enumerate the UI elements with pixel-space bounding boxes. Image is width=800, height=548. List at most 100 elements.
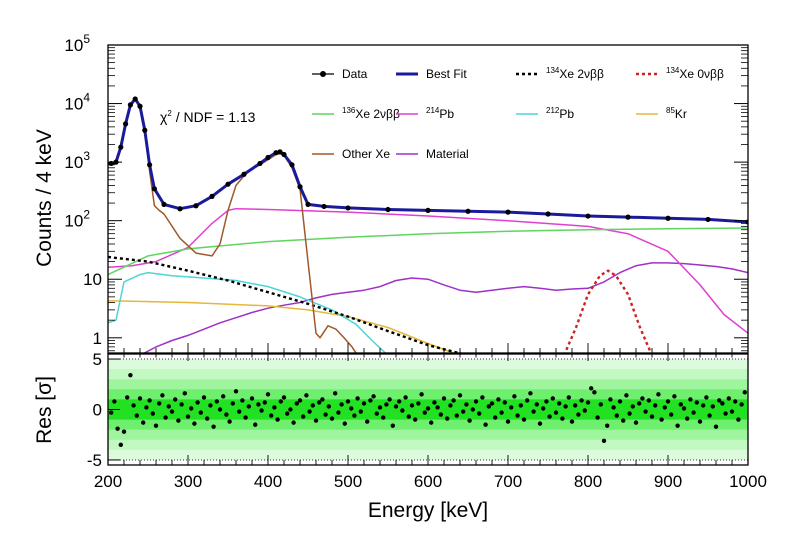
residual-point (160, 393, 165, 398)
residual-point (313, 418, 319, 423)
residual-point (390, 423, 395, 428)
residual-point (387, 397, 392, 402)
residual-point (201, 395, 207, 400)
residual-point (707, 413, 712, 418)
residual-point (349, 406, 354, 411)
residual-point (227, 419, 232, 424)
residual-point (704, 395, 709, 400)
residual-point (217, 407, 223, 412)
legend-item-214-pb: 214Pb (396, 106, 454, 121)
legend-label: 212Pb (546, 106, 574, 121)
residual-point (528, 391, 533, 396)
data-point (151, 186, 157, 192)
series-134xe-2-line (108, 255, 464, 353)
y-tick-label: 104 (64, 91, 90, 114)
data-point (257, 160, 263, 167)
data-point (118, 144, 124, 150)
residual-point (534, 402, 539, 407)
residual-point (537, 421, 543, 426)
residual-point (512, 394, 517, 399)
legend-label: Material (426, 147, 469, 161)
legend-item-85-kr: 85Kr (636, 106, 687, 121)
residual-point (400, 408, 405, 413)
series-136xe-2-line (108, 227, 748, 276)
residual-point (653, 403, 658, 408)
residual-point (339, 402, 344, 407)
residual-point (457, 393, 463, 398)
residual-point (585, 400, 591, 405)
residual-point (281, 395, 287, 400)
spectrum-curves (108, 97, 748, 353)
residual-point (566, 395, 571, 400)
residual-point (432, 400, 437, 405)
residual-point (496, 397, 501, 402)
residual-point (617, 399, 623, 404)
residual-point (688, 397, 693, 402)
data-point (345, 205, 351, 211)
residual-point (198, 410, 203, 415)
x-tick-label: 800 (574, 472, 602, 491)
residual-point (569, 419, 575, 424)
residual-x-ticks: 200 300 400 500 600 700 800 900 1000 (94, 354, 767, 491)
residual-point (384, 402, 389, 407)
series-134xe-0-line (563, 269, 653, 353)
legend-label: 136Xe 2νββ (342, 106, 400, 121)
residual-point (694, 400, 699, 405)
residual-point (723, 411, 728, 416)
residual-point (240, 398, 245, 403)
residual-point (541, 406, 546, 411)
residual-point (326, 404, 331, 409)
residual-point (685, 416, 690, 421)
residual-point (630, 404, 635, 409)
residual-point (374, 411, 379, 416)
x-tick-label: 400 (254, 472, 282, 491)
residual-point (406, 414, 411, 419)
data-point (665, 215, 671, 221)
residual-point (662, 405, 667, 410)
residual-point (179, 402, 184, 407)
residual-point (342, 421, 347, 426)
legend-item-other-xe: Other Xe (312, 147, 390, 161)
residual-point (365, 419, 370, 424)
residual-point (643, 409, 648, 414)
residual-point (112, 399, 117, 404)
residual-point (454, 413, 459, 418)
residual-point (605, 423, 610, 428)
residual-point (624, 393, 629, 398)
residual-point (141, 420, 146, 425)
residual-point (608, 397, 613, 402)
legend-item-136-xe-2: 136Xe 2νββ (312, 106, 400, 121)
res-y-tick-label: 0 (93, 401, 102, 420)
data-point (127, 102, 133, 108)
data-point (147, 162, 153, 168)
residual-point (672, 394, 677, 399)
data-point (277, 149, 283, 155)
data-point (625, 214, 631, 220)
residual-point (425, 406, 431, 411)
residual-point (486, 404, 491, 409)
residual-point (358, 409, 363, 414)
residual-point (355, 396, 360, 401)
residual-point (557, 401, 562, 406)
residual-point (153, 423, 159, 428)
residual-point (681, 406, 687, 411)
residual-point (304, 393, 309, 398)
residual-point (611, 405, 616, 410)
residual-point (259, 408, 264, 413)
residual-point (579, 398, 584, 403)
residual-point (582, 408, 587, 413)
y-tick-label: 10 (83, 270, 102, 289)
residual-point (665, 399, 671, 404)
legend-label: 134Xe 0νββ (666, 66, 724, 81)
data-point (209, 193, 215, 199)
residual-point (333, 391, 338, 396)
residual-points (109, 372, 747, 448)
residual-point (435, 405, 440, 410)
residual-point (320, 397, 325, 402)
chi2-annotation: χ2 / NDF = 1.13 (160, 109, 256, 125)
residual-point (301, 414, 306, 419)
residual-point (422, 410, 427, 415)
residual-point (205, 416, 210, 421)
residual-point (352, 413, 357, 418)
x-tick-label: 700 (494, 472, 522, 491)
